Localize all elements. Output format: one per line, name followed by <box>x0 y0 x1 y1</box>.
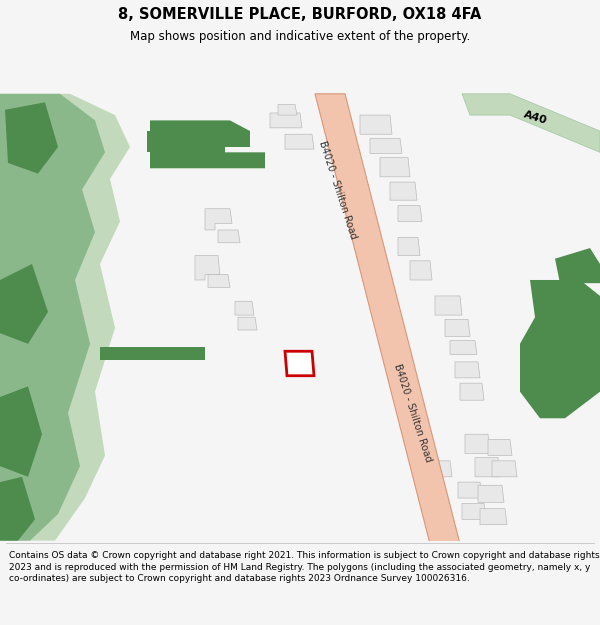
Polygon shape <box>398 206 422 221</box>
Polygon shape <box>238 318 257 330</box>
Polygon shape <box>360 115 392 134</box>
Polygon shape <box>0 264 48 344</box>
Polygon shape <box>195 256 220 280</box>
Text: A40: A40 <box>522 109 548 126</box>
Polygon shape <box>0 386 42 477</box>
Polygon shape <box>0 94 105 541</box>
Polygon shape <box>278 104 297 115</box>
Polygon shape <box>370 139 402 153</box>
Polygon shape <box>480 509 507 524</box>
Text: Map shows position and indicative extent of the property.: Map shows position and indicative extent… <box>130 31 470 43</box>
Polygon shape <box>430 461 452 477</box>
Polygon shape <box>100 347 205 360</box>
Polygon shape <box>380 158 410 177</box>
Polygon shape <box>390 182 417 200</box>
Polygon shape <box>555 248 600 283</box>
Polygon shape <box>492 461 517 477</box>
Text: 8, SOMERVILLE PLACE, BURFORD, OX18 4FA: 8, SOMERVILLE PLACE, BURFORD, OX18 4FA <box>118 7 482 22</box>
Polygon shape <box>455 362 480 378</box>
Polygon shape <box>462 503 486 519</box>
Polygon shape <box>410 261 432 280</box>
Polygon shape <box>478 485 504 502</box>
Polygon shape <box>0 477 35 541</box>
Text: Contains OS data © Crown copyright and database right 2021. This information is : Contains OS data © Crown copyright and d… <box>9 551 599 583</box>
Text: B4020 - Shilton Road: B4020 - Shilton Road <box>317 139 359 240</box>
Polygon shape <box>420 482 442 498</box>
Polygon shape <box>435 296 462 315</box>
Polygon shape <box>315 94 470 583</box>
Polygon shape <box>270 113 302 128</box>
Polygon shape <box>5 102 58 174</box>
Polygon shape <box>285 351 314 376</box>
Polygon shape <box>235 301 254 315</box>
Polygon shape <box>205 209 232 230</box>
Polygon shape <box>450 341 477 354</box>
Polygon shape <box>460 383 484 400</box>
Polygon shape <box>488 439 512 456</box>
Polygon shape <box>465 434 490 453</box>
Polygon shape <box>398 238 420 256</box>
Polygon shape <box>445 319 470 336</box>
Polygon shape <box>475 458 500 477</box>
Polygon shape <box>0 94 130 541</box>
Polygon shape <box>520 280 600 418</box>
Polygon shape <box>150 121 265 168</box>
Polygon shape <box>458 482 482 498</box>
Text: B4020 - Shilton Road: B4020 - Shilton Road <box>392 362 434 463</box>
Polygon shape <box>285 134 314 149</box>
Polygon shape <box>218 230 240 242</box>
Polygon shape <box>462 94 600 152</box>
Polygon shape <box>147 131 162 152</box>
Polygon shape <box>208 274 230 288</box>
